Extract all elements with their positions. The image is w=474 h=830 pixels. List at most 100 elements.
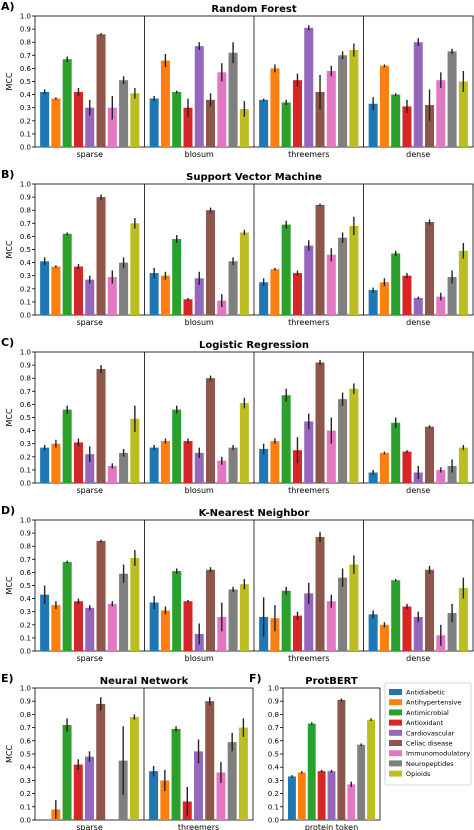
y-tick-label: 0.6 <box>20 65 32 73</box>
bar-antioxidant <box>73 601 83 651</box>
y-tick-label: 1.0 <box>20 349 31 357</box>
bar-antidiabetic <box>149 602 159 651</box>
bar-celiac-disease <box>315 204 325 315</box>
bar-celiac-disease <box>425 105 435 147</box>
y-tick-label: 1.0 <box>268 685 279 693</box>
bar-antihypertensive <box>160 60 170 147</box>
bar-opioids <box>367 719 376 820</box>
bar-immunomodulatory <box>436 80 446 147</box>
bar-opioids <box>349 50 359 148</box>
bar-celiac-disease <box>205 701 215 820</box>
bar-neuropeptides <box>119 262 129 315</box>
panel-title: Neural Network <box>100 676 189 687</box>
group-label: dense <box>406 318 430 327</box>
bar-antimicrobial <box>281 224 291 315</box>
group-label: blosum <box>185 654 214 663</box>
bar-antioxidant <box>73 266 83 315</box>
bar-neuropeptides <box>227 742 237 820</box>
bar-celiac-disease <box>206 210 216 315</box>
y-tick-label: 0.1 <box>268 803 279 811</box>
y-tick-label: 0.5 <box>20 414 31 422</box>
bar-antihypertensive <box>160 441 170 483</box>
y-tick-label: 0.8 <box>268 711 279 719</box>
bar-celiac-disease <box>96 34 106 148</box>
bar-opioids <box>458 447 468 483</box>
group-label: dense <box>406 486 430 495</box>
y-tick-label: 0.9 <box>20 698 31 706</box>
group-label: threemers <box>178 823 219 830</box>
bar-antimicrobial <box>172 409 182 483</box>
bar-antimicrobial <box>62 59 72 148</box>
bar-antimicrobial <box>62 724 72 820</box>
group-label: threemers <box>288 150 329 159</box>
legend-entry: Antidiabetic <box>406 689 445 697</box>
y-tick-label: 0.8 <box>20 543 31 551</box>
y-tick-label: 0.0 <box>20 480 31 488</box>
y-tick-label: 0.3 <box>20 608 31 616</box>
legend-entry: Antioxidant <box>406 719 444 727</box>
bar-antioxidant <box>183 441 193 483</box>
bar-antihypertensive <box>51 98 61 147</box>
bar-neuropeptides <box>338 577 348 651</box>
bar-opioids <box>349 225 359 315</box>
bar-antioxidant <box>402 275 412 315</box>
y-tick-label: 0.3 <box>20 104 31 112</box>
bar-opioids <box>130 418 140 483</box>
bar-antidiabetic <box>40 261 50 315</box>
y-tick-label: 0.9 <box>20 362 31 370</box>
bar-celiac-disease <box>425 426 435 483</box>
y-tick-label: 0.1 <box>20 130 31 138</box>
bar-antihypertensive <box>51 605 61 651</box>
bar-antihypertensive <box>270 618 280 651</box>
bar-neuropeptides <box>119 452 129 483</box>
y-tick-label: 0.4 <box>20 764 32 772</box>
bar-antimicrobial <box>172 91 182 147</box>
bar-opioids <box>458 588 468 651</box>
y-axis-label: MCC <box>5 576 14 594</box>
bar-opioids <box>130 557 140 651</box>
bar-antimicrobial <box>62 233 72 315</box>
bar-antihypertensive <box>270 68 280 147</box>
bar-antimicrobial <box>307 723 316 820</box>
legend-swatch <box>389 770 402 777</box>
bar-opioids <box>239 232 249 315</box>
y-tick-label: 0.7 <box>20 388 31 396</box>
bar-antioxidant <box>183 299 193 315</box>
group-label: sparse <box>76 823 103 830</box>
bar-antimicrobial <box>391 94 401 147</box>
bar-cardiovascular <box>85 607 95 651</box>
legend-entry: Opioids <box>406 770 431 778</box>
bar-cardiovascular <box>413 42 423 148</box>
panel-title: K-Nearest Neighbor <box>199 508 310 519</box>
y-tick-label: 0.6 <box>20 737 32 745</box>
bar-immunomodulatory <box>436 296 446 315</box>
bar-antidiabetic <box>40 447 50 483</box>
bar-antidiabetic <box>259 99 269 147</box>
y-tick-label: 0.9 <box>20 530 31 538</box>
y-tick-label: 0.5 <box>20 751 31 759</box>
group-label: threemers <box>288 318 329 327</box>
y-tick-label: 0.6 <box>20 401 32 409</box>
bar-antihypertensive <box>51 266 61 315</box>
y-axis-label: MCC <box>5 72 14 90</box>
group-label: threemers <box>288 486 329 495</box>
y-tick-label: 0.9 <box>20 194 31 202</box>
bar-cardiovascular <box>194 751 203 820</box>
bar-celiac-disease <box>315 91 325 147</box>
bar-opioids <box>239 403 249 483</box>
bar-antihypertensive <box>379 624 389 651</box>
bar-antimicrobial <box>171 728 181 820</box>
bar-immunomodulatory <box>436 469 446 483</box>
bar-neuropeptides <box>228 52 238 147</box>
bar-celiac-disease <box>96 540 106 651</box>
legend-box <box>384 682 472 786</box>
bar-antidiabetic <box>149 273 159 315</box>
bar-cardiovascular <box>85 279 95 315</box>
bar-celiac-disease <box>425 569 435 651</box>
bar-neuropeptides <box>357 744 366 820</box>
bar-antihypertensive <box>270 269 280 315</box>
panel-label: D) <box>1 504 15 517</box>
y-tick-label: 0.6 <box>268 737 280 745</box>
bar-immunomodulatory <box>107 107 117 147</box>
bar-neuropeptides <box>338 399 348 483</box>
